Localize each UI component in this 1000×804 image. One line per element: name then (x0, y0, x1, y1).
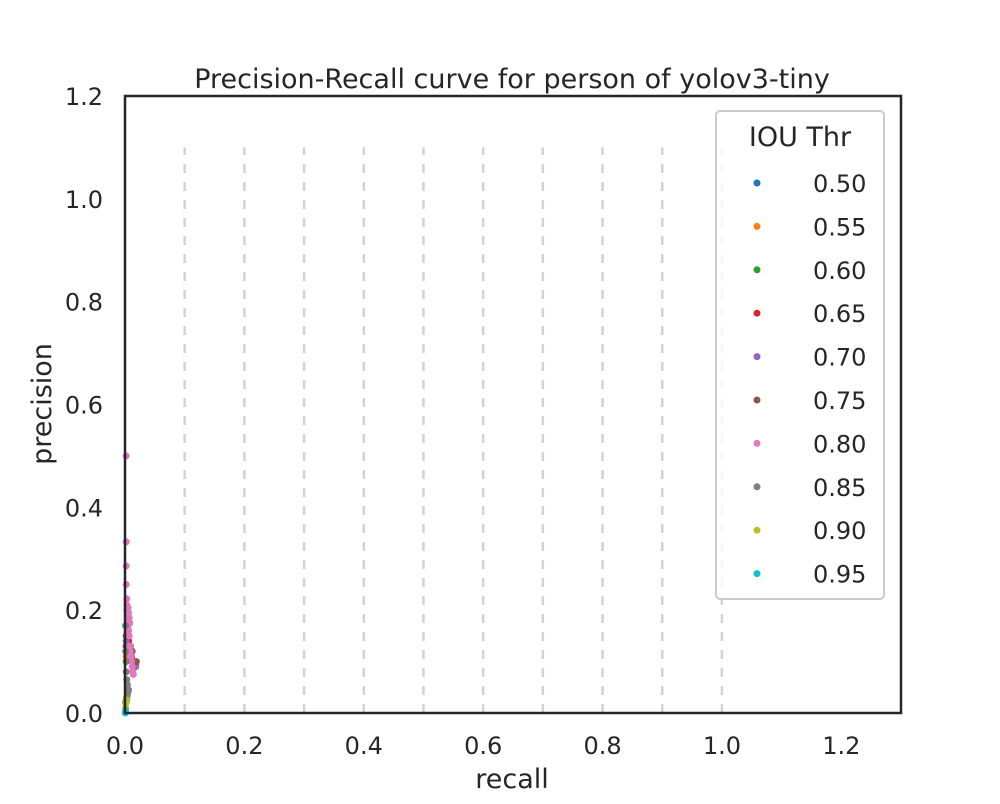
legend-label: 0.60 (813, 257, 866, 285)
x-tick-label: 0.2 (225, 732, 263, 760)
y-tick-label: 0.8 (65, 289, 103, 317)
legend: IOU Thr 0.50 0.55 0.60 0.65 0.70 0.75 0.80 0.85… (715, 110, 885, 600)
data-point (129, 670, 137, 678)
legend-marker (753, 396, 761, 404)
y-ticks: 0.0 0.2 0.4 0.6 0.8 1.0 1.2 (65, 83, 103, 728)
legend-marker (753, 526, 761, 534)
y-axis-label: precision (27, 343, 58, 465)
legend-label: 0.90 (813, 517, 866, 545)
x-ticks: 0.0 0.2 0.4 0.6 0.8 1.0 1.2 (106, 732, 860, 760)
legend-label: 0.85 (813, 474, 866, 502)
x-tick-label: 0.4 (345, 732, 383, 760)
data-point (126, 642, 134, 650)
data-point (128, 663, 136, 671)
data-point (128, 658, 136, 666)
legend-label: 0.50 (813, 170, 866, 198)
y-tick-label: 0.0 (65, 700, 103, 728)
y-tick-label: 1.0 (65, 186, 103, 214)
legend-label: 0.75 (813, 387, 866, 415)
legend-marker (753, 570, 761, 578)
legend-frame (715, 110, 885, 600)
legend-marker (753, 353, 761, 361)
legend-marker (753, 179, 761, 187)
y-tick-label: 1.2 (65, 83, 103, 111)
legend-marker (753, 266, 761, 274)
data-point (125, 632, 133, 640)
legend-marker (753, 483, 761, 491)
x-axis-label: recall (475, 764, 549, 795)
legend-items: 0.50 0.55 0.60 0.65 0.70 0.75 0.80 0.85 0.90 0.95 (753, 170, 866, 589)
reference-lines (183, 147, 724, 713)
x-tick-label: 0.8 (583, 732, 621, 760)
y-tick-label: 0.6 (65, 392, 103, 420)
legend-label: 0.95 (813, 561, 866, 589)
legend-label: 0.70 (813, 344, 866, 372)
y-tick-label: 0.4 (65, 494, 103, 522)
chart-title: Precision-Recall curve for person of yol… (194, 64, 830, 95)
plot-area-frame (123, 94, 903, 715)
data-point (127, 652, 135, 660)
legend-label: 0.80 (813, 430, 866, 458)
data-point (125, 609, 133, 617)
x-tick-label: 1.2 (822, 732, 860, 760)
y-tick-label: 0.2 (65, 597, 103, 625)
legend-marker (753, 222, 761, 230)
legend-label: 0.65 (813, 300, 866, 328)
data-point (125, 614, 133, 622)
legend-marker (753, 439, 761, 447)
x-tick-label: 0.6 (464, 732, 502, 760)
legend-marker (753, 309, 761, 317)
x-tick-label: 0.0 (106, 732, 144, 760)
legend-title: IOU Thr (749, 122, 852, 153)
data-point (125, 627, 133, 635)
x-tick-label: 1.0 (703, 732, 741, 760)
legend-label: 0.55 (813, 213, 866, 241)
